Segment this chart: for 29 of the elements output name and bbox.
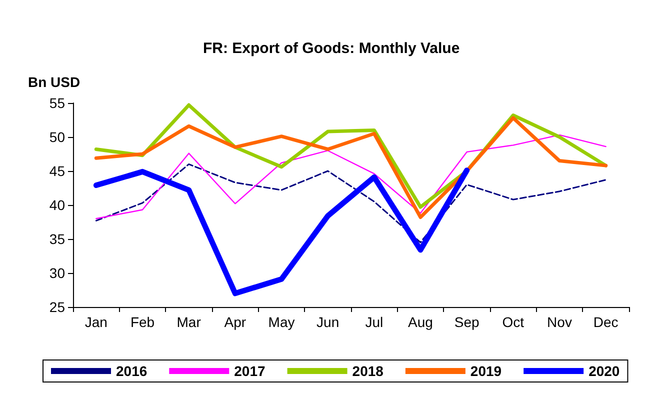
x-tick-label: Mar	[176, 314, 202, 330]
x-tick-label: Jan	[84, 314, 108, 330]
legend-label: 2020	[588, 363, 620, 379]
y-tick-label: 25	[49, 299, 66, 315]
y-tick-label: 50	[49, 129, 66, 145]
y-axis-title: Bn USD	[28, 74, 80, 90]
x-tick-label: Apr	[224, 314, 246, 330]
x-tick-label: Aug	[408, 314, 433, 330]
line-series	[95, 163, 607, 244]
x-tick-label: Feb	[130, 314, 155, 330]
x-tick-label: Sep	[454, 314, 480, 330]
x-tick-label: Jul	[365, 314, 384, 330]
y-tick-label: 45	[49, 163, 66, 179]
x-tick-label: Dec	[593, 314, 618, 330]
legend-label: 2017	[234, 363, 266, 379]
line-series	[94, 116, 608, 219]
y-tick-label: 40	[49, 197, 66, 213]
chart-title: FR: Export of Goods: Monthly Value	[203, 40, 460, 57]
legend-label: 2018	[352, 363, 384, 379]
x-tick-label: Nov	[547, 314, 572, 330]
line-series	[96, 134, 606, 220]
x-tick-label: May	[268, 314, 295, 330]
x-tick-label: Jun	[316, 314, 340, 330]
legend-label: 2019	[470, 363, 502, 379]
y-tick-label: 35	[49, 231, 66, 247]
legend-label: 2016	[116, 363, 148, 379]
x-tick-label: Oct	[502, 314, 524, 330]
y-tick-label: 55	[49, 95, 66, 111]
y-tick-label: 30	[49, 265, 66, 281]
